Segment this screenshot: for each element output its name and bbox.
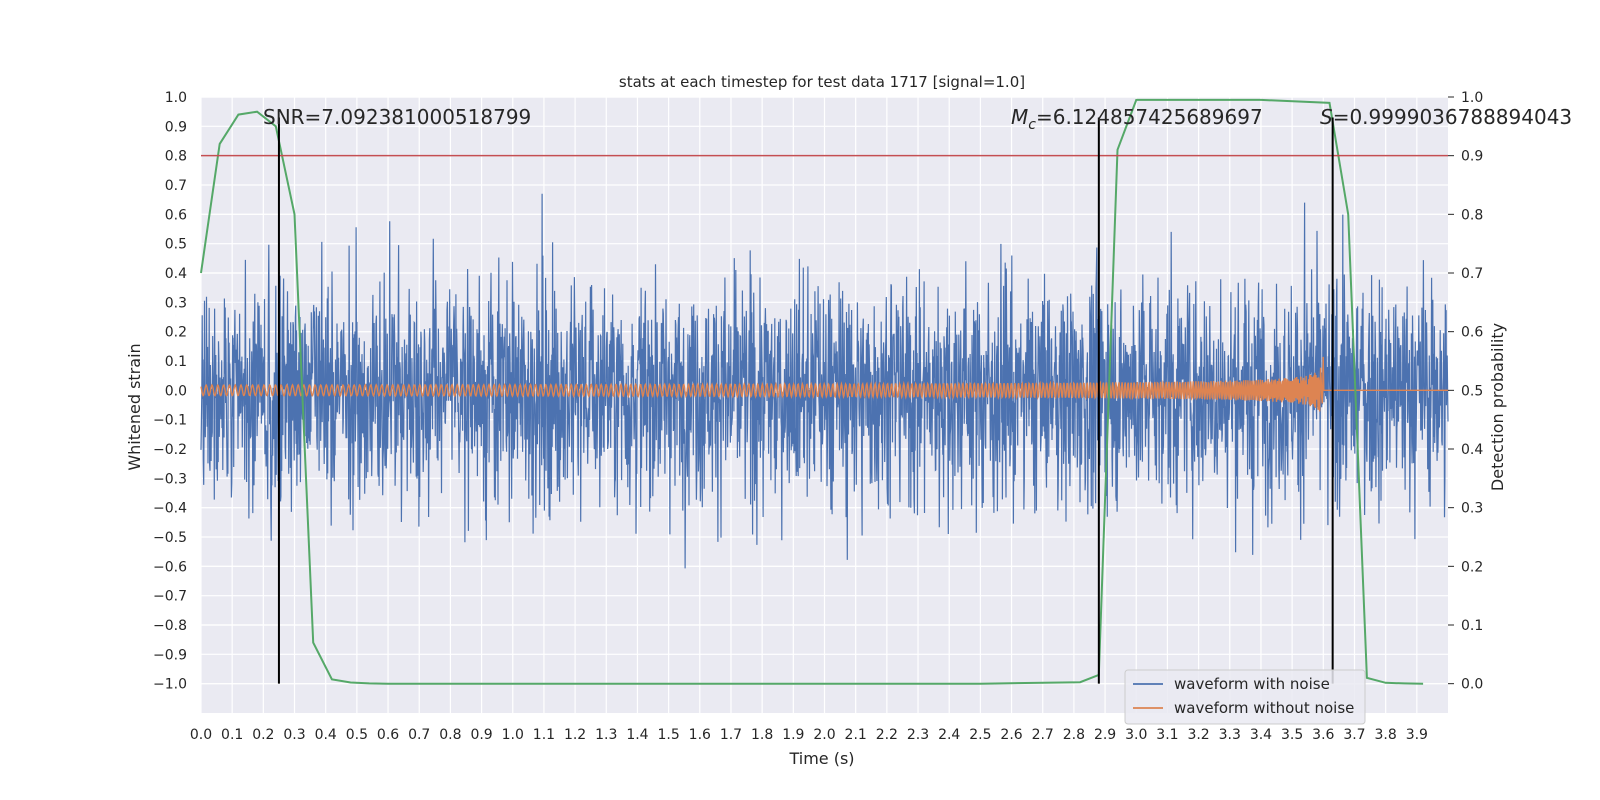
chirp-mass-annotation: Mc=6.124857425689697	[1011, 105, 1263, 133]
y-tick-label: −0.7	[153, 589, 187, 605]
x-axis-ticks: 0.0 0.1 0.2 0.3 0.4 0.5 0.6 0.7 0.8 0.9 1.0 1.1 1.2 1…	[190, 727, 1428, 743]
x-tick-label: 2.3	[907, 727, 929, 743]
x-tick-label: 1.4	[626, 727, 648, 743]
y2-tick-label: 0.4	[1461, 442, 1483, 458]
x-tick-label: 0.2	[252, 727, 274, 743]
x-tick-label: 2.0	[813, 727, 835, 743]
x-tick-label: 3.4	[1250, 727, 1272, 743]
y2-tick-label: 0.9	[1461, 149, 1483, 165]
y-tick-label: 0.9	[165, 119, 187, 135]
x-tick-label: 2.1	[845, 727, 867, 743]
x-tick-label: 1.5	[657, 727, 679, 743]
y-tick-label: 0.6	[165, 207, 187, 223]
y2-axis-label: Detection probability	[1488, 323, 1507, 491]
x-tick-label: 1.3	[595, 727, 617, 743]
y-tick-label: 0.4	[165, 266, 187, 282]
chart-title: stats at each timestep for test data 171…	[619, 73, 1025, 91]
y-tick-label: 0.8	[165, 149, 187, 165]
x-tick-label: 2.2	[876, 727, 898, 743]
x-tick-label: 3.6	[1312, 727, 1334, 743]
legend-label-clean: waveform without noise	[1174, 699, 1354, 717]
y-tick-label: −0.2	[153, 442, 187, 458]
y-tick-label: 0.0	[165, 383, 187, 399]
x-tick-label: 1.7	[720, 727, 742, 743]
y-axis-ticks: 1.0 0.9 0.8 0.7 0.6 0.5 0.4 0.3 0.2 0.1 0.0 −0.1 −0.…	[153, 90, 187, 693]
x-tick-label: 2.6	[1000, 727, 1022, 743]
x-tick-label: 3.0	[1125, 727, 1147, 743]
y2-tick-label: 0.0	[1461, 677, 1483, 693]
y-tick-label: −0.6	[153, 559, 187, 575]
y-tick-label: −0.3	[153, 471, 187, 487]
y-tick-label: 0.2	[165, 325, 187, 341]
y-tick-label: 0.3	[165, 295, 187, 311]
series-waveform-without-noise	[200, 356, 1448, 412]
legend: waveform with noise waveform without noi…	[1124, 669, 1366, 725]
y-tick-label: −0.5	[153, 530, 187, 546]
x-tick-label: 1.2	[564, 727, 586, 743]
x-tick-label: 2.9	[1094, 727, 1116, 743]
x-tick-label: 0.0	[190, 727, 212, 743]
x-axis-label: Time (s)	[788, 749, 854, 768]
y-tick-label: −0.1	[153, 413, 187, 429]
x-tick-label: 0.8	[439, 727, 461, 743]
x-tick-label: 2.4	[938, 727, 960, 743]
s-annotation: S=0.9999036788894043	[1320, 105, 1572, 129]
x-tick-label: 0.7	[408, 727, 430, 743]
x-tick-label: 3.8	[1375, 727, 1397, 743]
x-tick-label: 3.9	[1406, 727, 1428, 743]
y-tick-label: −1.0	[153, 677, 187, 693]
y-tick-label: 0.1	[165, 354, 187, 370]
y-tick-label: 1.0	[165, 90, 187, 106]
x-tick-label: 1.1	[533, 727, 555, 743]
y-tick-label: −0.9	[153, 647, 187, 663]
y2-tick-label: 0.7	[1461, 266, 1483, 282]
x-tick-label: 2.5	[969, 727, 991, 743]
x-tick-label: 3.7	[1343, 727, 1365, 743]
x-tick-label: 0.4	[315, 727, 337, 743]
x-tick-label: 1.0	[502, 727, 524, 743]
x-tick-label: 3.2	[1187, 727, 1209, 743]
x-tick-label: 0.1	[221, 727, 243, 743]
x-tick-label: 1.6	[689, 727, 711, 743]
y-tick-label: −0.4	[153, 501, 187, 517]
x-tick-label: 3.5	[1281, 727, 1303, 743]
y2-tick-label: 0.8	[1461, 207, 1483, 223]
x-tick-label: 2.8	[1063, 727, 1085, 743]
y2-tick-label: 0.6	[1461, 325, 1483, 341]
y-tick-label: 0.7	[165, 178, 187, 194]
x-tick-label: 0.9	[470, 727, 492, 743]
x-tick-label: 3.1	[1156, 727, 1178, 743]
legend-label-noise: waveform with noise	[1174, 675, 1330, 693]
x-tick-label: 0.5	[346, 727, 368, 743]
clean-trace	[200, 356, 1448, 412]
y2-tick-label: 0.2	[1461, 559, 1483, 575]
snr-annotation: SNR=7.092381000518799	[263, 105, 531, 129]
y-tick-label: 0.5	[165, 237, 187, 253]
legend-box	[1124, 669, 1366, 725]
y-tick-label: −0.8	[153, 618, 187, 634]
x-tick-label: 0.3	[283, 727, 305, 743]
x-tick-label: 0.6	[377, 727, 399, 743]
y2-tick-label: 0.3	[1461, 501, 1483, 517]
x-tick-label: 1.8	[751, 727, 773, 743]
y2-axis-ticks: 1.0 0.9 0.8 0.7 0.6 0.5 0.4 0.3 0.2 0.1 0.0	[1448, 90, 1483, 693]
y2-tick-label: 1.0	[1461, 90, 1483, 106]
y2-tick-label: 0.5	[1461, 383, 1483, 399]
y-axis-label: Whitened strain	[125, 343, 144, 470]
x-tick-label: 2.7	[1032, 727, 1054, 743]
x-tick-label: 1.9	[782, 727, 804, 743]
x-tick-label: 3.3	[1219, 727, 1241, 743]
vertical-markers	[277, 117, 1334, 684]
y2-tick-label: 0.1	[1461, 618, 1483, 634]
